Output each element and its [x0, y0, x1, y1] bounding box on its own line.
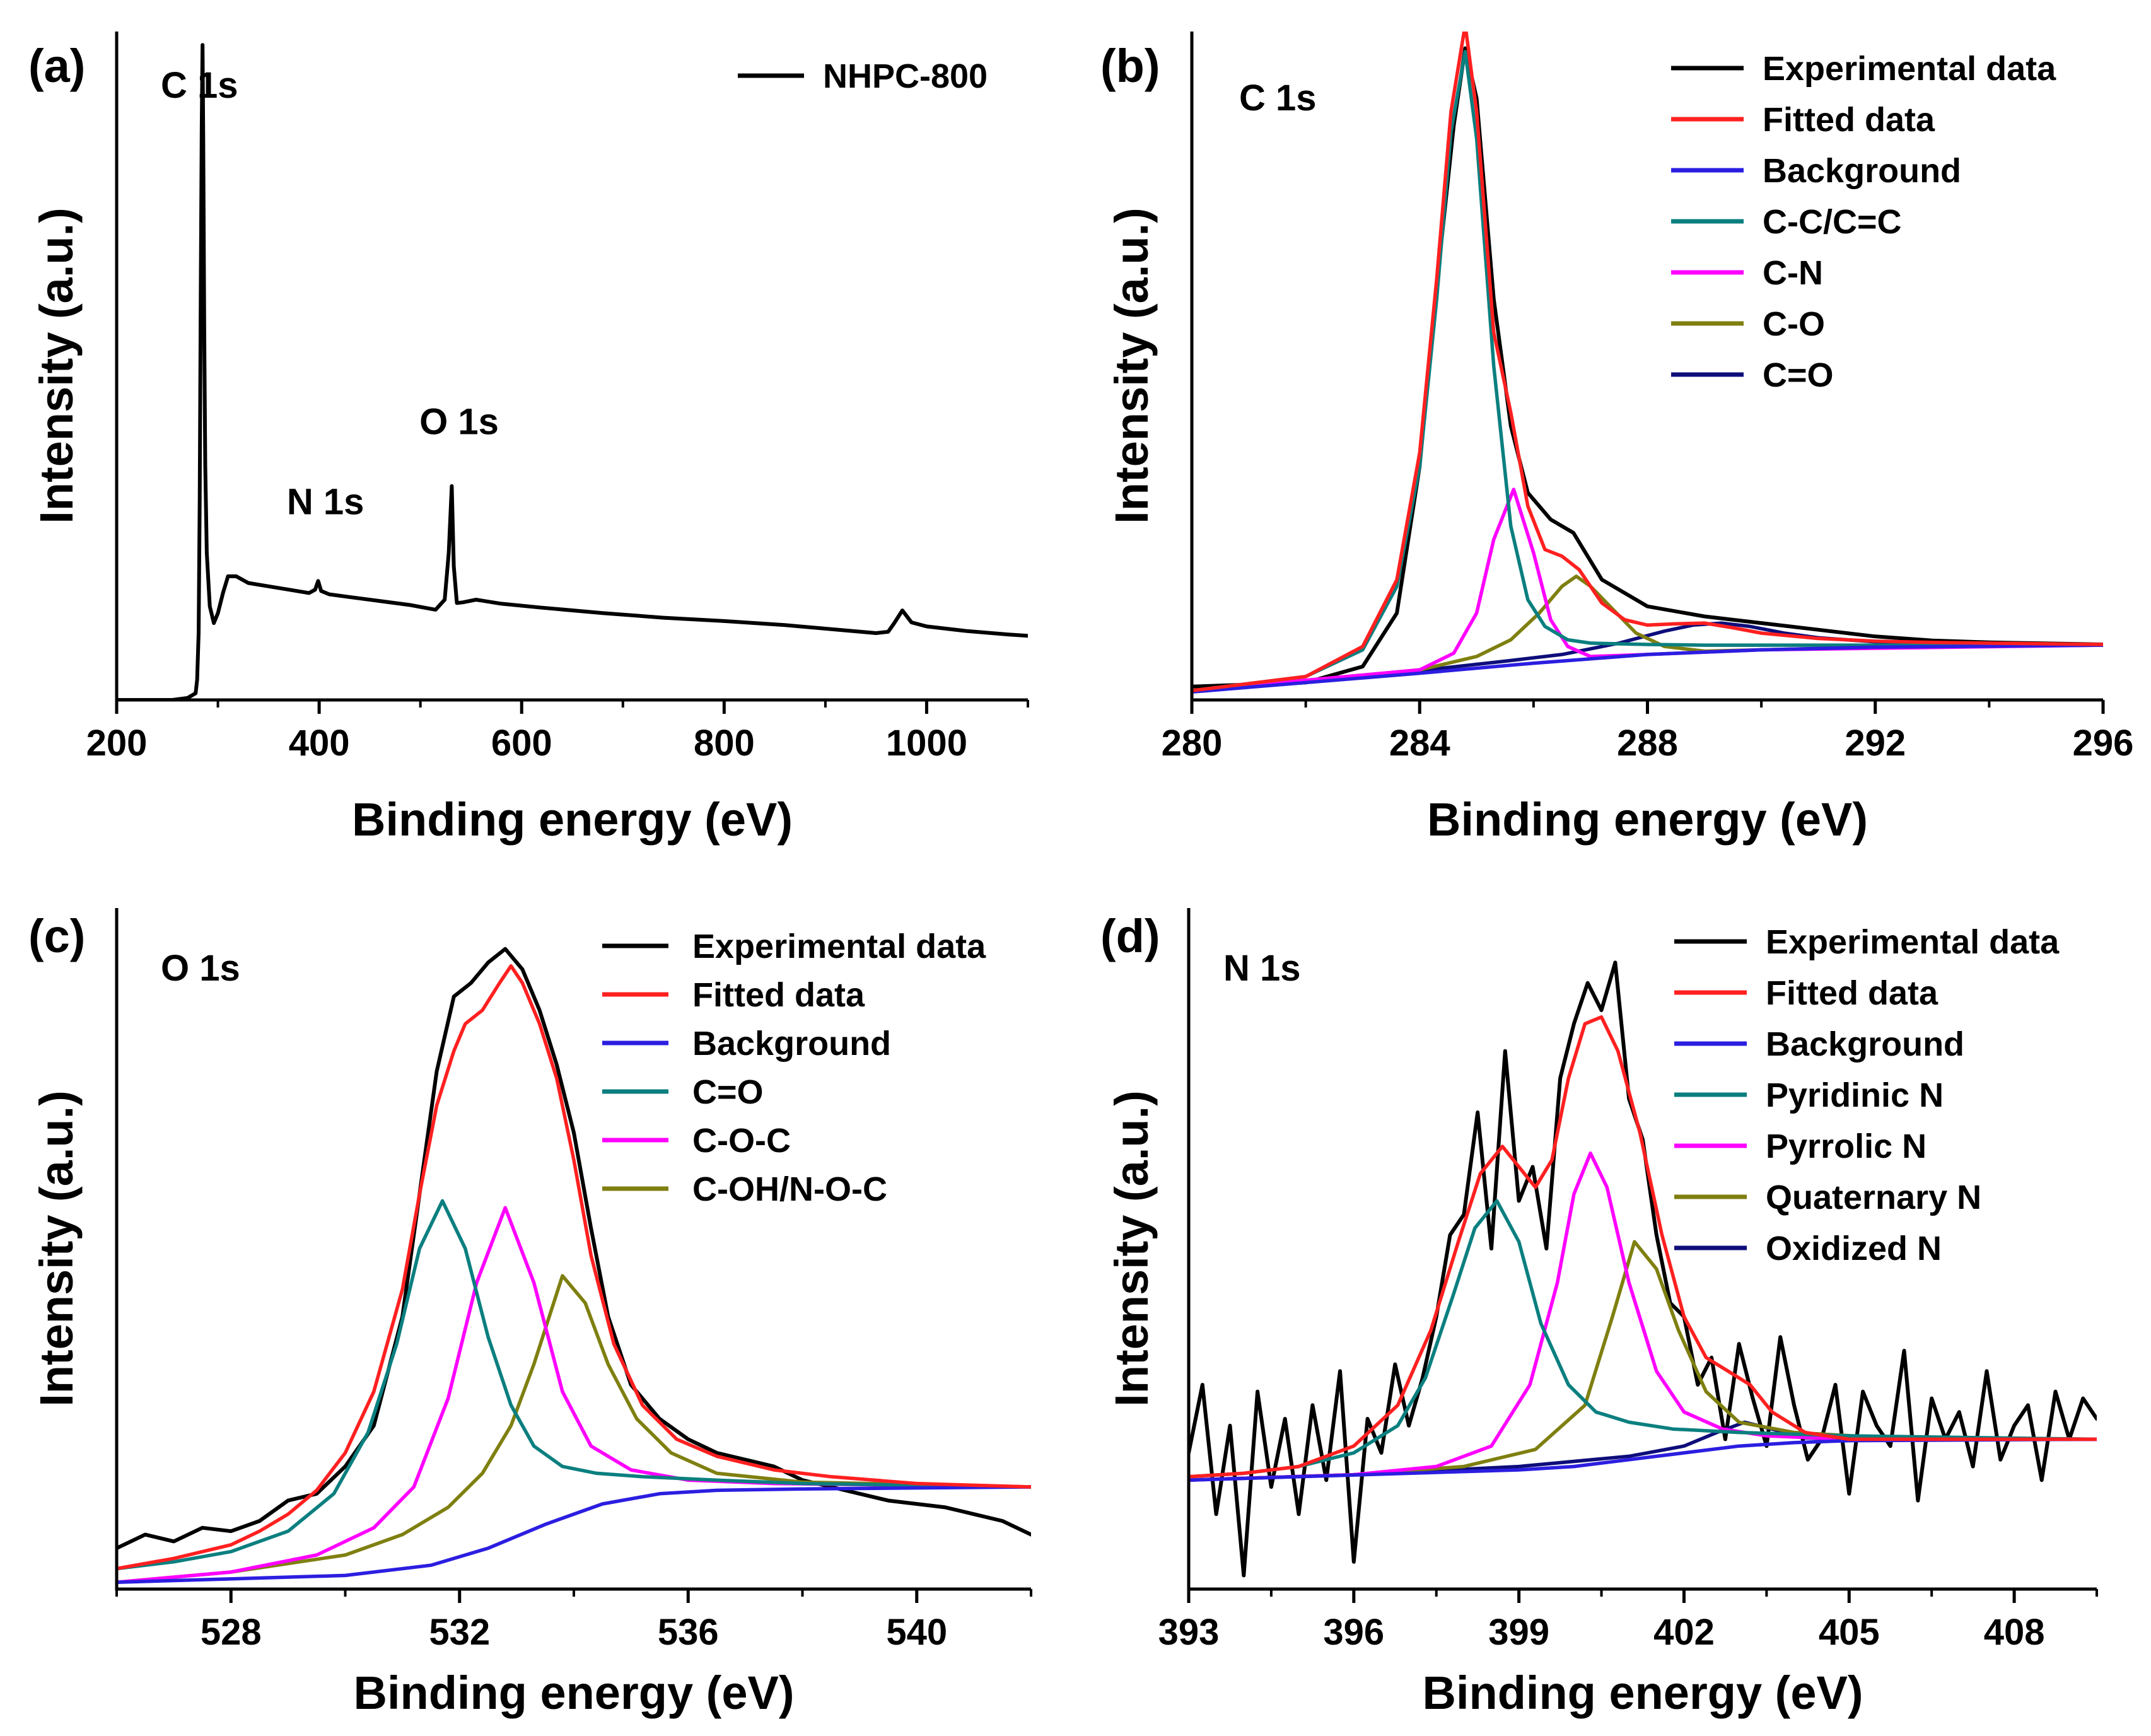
- peak-annotation: O 1s: [419, 401, 499, 442]
- legend-label: Background: [692, 1025, 891, 1063]
- x-axis-title: Binding energy (eV): [1423, 1667, 1863, 1719]
- x-tick-label: 284: [1389, 723, 1450, 764]
- legend: Experimental data Fitted data Background C-…: [1671, 50, 2056, 394]
- panel-label: (b): [1100, 40, 1160, 92]
- x-axis-title: Binding energy (eV): [1427, 793, 1868, 846]
- x-tick-label: 292: [1845, 723, 1906, 764]
- x-tick-label: 200: [86, 723, 148, 764]
- panel-c: 528 532 536 540 Binding energy (eV) Intensity…: [28, 908, 1032, 1719]
- series-line-c-oh-n-o-c: [117, 1274, 1031, 1584]
- legend: Experimental data Fitted data Background Py…: [1674, 923, 2060, 1267]
- legend-label: Background: [1766, 1025, 1964, 1063]
- series-line-background: [1192, 643, 2103, 694]
- x-tick-label: 402: [1653, 1612, 1715, 1653]
- legend-label: Background: [1763, 152, 1961, 190]
- legend-label: C=O: [1763, 356, 1834, 394]
- legend-label: NHPC-800: [823, 57, 988, 95]
- x-tick-label: 600: [491, 723, 552, 764]
- legend-label: Experimental data: [1763, 50, 2056, 88]
- series-line-pyridinic-n: [1189, 1199, 2097, 1479]
- inner-label: O 1s: [161, 948, 240, 989]
- legend-label: C=O: [692, 1073, 764, 1111]
- legend-label: C-O-C: [692, 1122, 791, 1160]
- legend-label: Fitted data: [692, 976, 865, 1014]
- x-tick-label: 536: [658, 1612, 719, 1653]
- panel-label: (d): [1100, 910, 1160, 962]
- legend-label: Pyrrolic N: [1766, 1127, 1927, 1165]
- x-tick-label: 532: [429, 1612, 490, 1653]
- plot-area: [1189, 960, 2097, 1578]
- plot-area: [117, 947, 1031, 1584]
- legend-label: C-OH/N-O-C: [692, 1170, 887, 1208]
- x-tick-label: 296: [2073, 723, 2134, 764]
- plot-area: [117, 43, 1028, 700]
- x-tick-label: 400: [289, 723, 350, 764]
- x-tick-label: 408: [1984, 1612, 2045, 1653]
- x-tick-label: 1000: [886, 723, 967, 764]
- legend-label: Fitted data: [1766, 974, 1938, 1012]
- legend-label: C-O: [1763, 305, 1825, 343]
- inner-label: C 1s: [161, 65, 238, 106]
- series-line-experimental-data: [117, 947, 1031, 1551]
- plot-area: [1192, 32, 2103, 694]
- y-axis-title: Intensity (a.u.): [30, 1090, 83, 1407]
- legend-label: Pyridinic N: [1766, 1076, 1944, 1114]
- x-tick-label: 288: [1617, 723, 1678, 764]
- legend-label: Experimental data: [692, 928, 986, 965]
- legend-label: Oxidized N: [1766, 1230, 1942, 1267]
- inner-label: N 1s: [1223, 948, 1301, 989]
- series-line-fitted-data: [1192, 32, 2103, 692]
- x-axis-title: Binding energy (eV): [354, 1667, 795, 1719]
- panel-a: 200 400 600 800 1000 Binding energy (eV) Inten…: [28, 32, 1029, 846]
- x-tick-label: 393: [1158, 1612, 1220, 1653]
- x-tick-label: 405: [1819, 1612, 1880, 1653]
- panel-label: (a): [28, 40, 85, 92]
- legend-label: Experimental data: [1766, 923, 2060, 961]
- series-line-nhpc-800: [117, 43, 1028, 700]
- x-axis-title: Binding energy (eV): [352, 793, 793, 846]
- x-tick-label: 528: [201, 1612, 262, 1653]
- x-tick-label: 396: [1323, 1612, 1384, 1653]
- series-line-fitted-data: [1189, 1015, 2097, 1479]
- panel-b: 280 284 288 292 296 Binding energy (eV) Intens…: [1100, 32, 2134, 846]
- x-tick-label: 540: [886, 1612, 947, 1653]
- legend-label: Quaternary N: [1766, 1179, 1981, 1216]
- series-line-c-o: [117, 1199, 1031, 1571]
- legend-label: C-N: [1763, 254, 1823, 292]
- legend: Experimental data Fitted data Background C=…: [602, 928, 986, 1208]
- y-axis-title: Intensity (a.u.): [1105, 207, 1158, 524]
- panel-d: 393 396 399 402 405 408 Binding energy (eV) Int…: [1100, 908, 2098, 1719]
- x-tick-label: 280: [1162, 723, 1223, 764]
- legend-label: Fitted data: [1763, 101, 1935, 139]
- series-line-fitted-data: [117, 964, 1031, 1571]
- x-tick-label: 399: [1488, 1612, 1549, 1653]
- y-axis-title: Intensity (a.u.): [30, 207, 83, 524]
- legend: NHPC-800: [738, 57, 988, 95]
- panel-label: (c): [28, 910, 85, 962]
- series-line-background: [1189, 1437, 2097, 1482]
- inner-label: C 1s: [1239, 78, 1317, 119]
- peak-annotation: N 1s: [287, 482, 364, 523]
- y-axis-title: Intensity (a.u.): [1105, 1090, 1158, 1407]
- legend-label: C-C/C=C: [1763, 203, 1902, 241]
- x-tick-label: 800: [694, 723, 755, 764]
- series-line-background: [117, 1485, 1031, 1584]
- series-line-quaternary-n: [1189, 1240, 2097, 1482]
